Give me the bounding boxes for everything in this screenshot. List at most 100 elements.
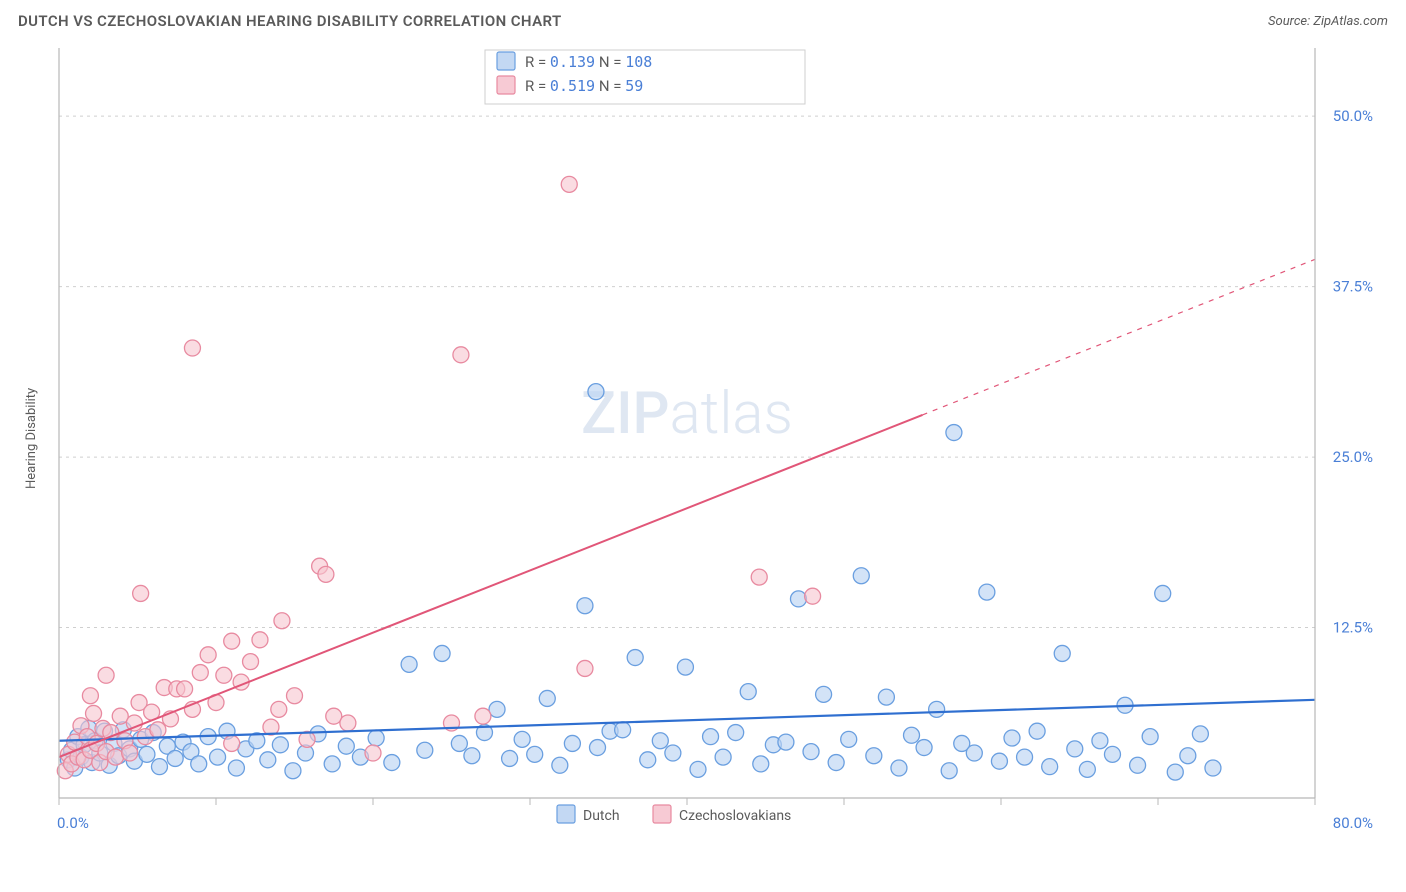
data-point xyxy=(475,708,491,724)
data-point xyxy=(368,730,384,746)
data-point xyxy=(590,740,606,756)
data-point xyxy=(417,742,433,758)
data-point xyxy=(615,722,631,738)
data-point xyxy=(192,665,208,681)
data-point xyxy=(564,735,580,751)
data-point xyxy=(86,705,102,721)
data-point xyxy=(434,645,450,661)
data-point xyxy=(740,684,756,700)
data-point xyxy=(514,731,530,747)
data-point xyxy=(1155,585,1171,601)
legend-stat: R = 0.139 N = 108 xyxy=(525,53,652,71)
data-point xyxy=(627,650,643,666)
legend-stat: R = 0.519 N = 59 xyxy=(525,77,643,95)
data-point xyxy=(1079,761,1095,777)
data-point xyxy=(916,740,932,756)
data-point xyxy=(790,591,806,607)
legend-top: R = 0.139 N = 108 R = 0.519 N = 59 xyxy=(485,50,805,104)
data-point xyxy=(991,753,1007,769)
data-point xyxy=(216,667,232,683)
data-point xyxy=(502,750,518,766)
data-point xyxy=(588,384,604,400)
data-point xyxy=(260,752,276,768)
data-point xyxy=(133,585,149,601)
data-point xyxy=(122,745,138,761)
legend-label: Czechoslovakians xyxy=(679,808,791,824)
data-point xyxy=(728,725,744,741)
data-point xyxy=(1042,759,1058,775)
data-point xyxy=(287,688,303,704)
data-point xyxy=(640,752,656,768)
data-point xyxy=(151,759,167,775)
y-tick-label: 50.0% xyxy=(1333,107,1373,125)
data-point xyxy=(451,735,467,751)
data-point xyxy=(285,763,301,779)
data-point xyxy=(384,755,400,771)
data-point xyxy=(243,654,259,670)
y-tick-label: 12.5% xyxy=(1333,619,1373,637)
data-point xyxy=(966,745,982,761)
data-point xyxy=(539,690,555,706)
data-point xyxy=(1104,746,1120,762)
data-point xyxy=(1029,723,1045,739)
data-point xyxy=(803,744,819,760)
data-point xyxy=(690,761,706,777)
x-max-label: 80.0% xyxy=(1333,814,1373,832)
x-min-label: 0.0% xyxy=(57,814,89,832)
legend-bottom: Dutch Czechoslovakians xyxy=(557,805,791,824)
data-point xyxy=(946,425,962,441)
header: DUTCH VS CZECHOSLOVAKIAN HEARING DISABIL… xyxy=(18,12,1388,30)
data-point xyxy=(1142,729,1158,745)
data-point xyxy=(1167,764,1183,780)
data-point xyxy=(453,347,469,363)
chart-container: Hearing Disability 12.5%25.0%37.5%50.0%Z… xyxy=(18,38,1388,838)
data-point xyxy=(252,632,268,648)
plot-area: 12.5% 25.0% 37.5% 50.0% ZIPatlas 0.0% 80.0% R =… xyxy=(45,38,1388,838)
data-point xyxy=(828,755,844,771)
data-point xyxy=(677,659,693,675)
data-point xyxy=(853,568,869,584)
legend-swatch xyxy=(497,76,515,94)
data-point xyxy=(272,737,288,753)
data-point xyxy=(210,749,226,765)
legend-label: Dutch xyxy=(583,808,620,824)
data-point xyxy=(878,689,894,705)
data-point xyxy=(527,746,543,762)
data-point xyxy=(751,569,767,585)
data-point xyxy=(184,340,200,356)
data-point xyxy=(224,735,240,751)
data-point xyxy=(703,729,719,745)
data-point xyxy=(891,760,907,776)
data-point xyxy=(652,733,668,749)
data-point xyxy=(929,701,945,717)
y-tick-label: 37.5% xyxy=(1333,278,1373,296)
source-label: Source: ZipAtlas.com xyxy=(1268,14,1388,29)
data-point xyxy=(324,756,340,772)
data-point xyxy=(816,686,832,702)
data-point xyxy=(318,566,334,582)
data-point xyxy=(365,745,381,761)
data-point xyxy=(98,667,114,683)
data-point xyxy=(108,749,124,765)
data-point xyxy=(1054,645,1070,661)
data-point xyxy=(401,656,417,672)
data-point xyxy=(82,688,98,704)
y-tick-label: 25.0% xyxy=(1333,448,1373,466)
legend-swatch xyxy=(497,52,515,70)
scatter-chart: 12.5% 25.0% 37.5% 50.0% ZIPatlas 0.0% 80.0% R =… xyxy=(45,38,1375,838)
data-point xyxy=(552,757,568,773)
legend-swatch xyxy=(557,805,575,823)
watermark: ZIPatlas xyxy=(581,380,793,448)
data-point xyxy=(979,584,995,600)
chart-title: DUTCH VS CZECHOSLOVAKIAN HEARING DISABIL… xyxy=(18,12,562,30)
trend-line xyxy=(59,700,1315,741)
data-point xyxy=(778,734,794,750)
data-point xyxy=(191,756,207,772)
data-point xyxy=(561,176,577,192)
data-point xyxy=(1092,733,1108,749)
data-point xyxy=(753,756,769,772)
data-point xyxy=(150,722,166,738)
data-point xyxy=(577,660,593,676)
data-point xyxy=(1192,726,1208,742)
data-point xyxy=(274,613,290,629)
